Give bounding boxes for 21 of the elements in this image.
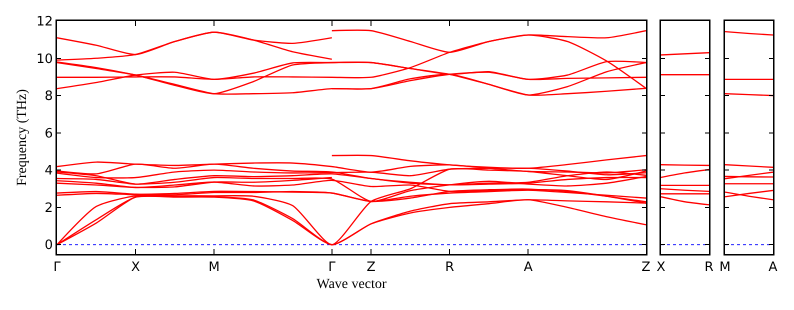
y-axis-title: Frequency (THz) [15,88,30,186]
y-tick-label: 6 [44,126,53,142]
x-tick-label: X [656,260,666,276]
y-tick-label: 4 [44,164,53,179]
x-tick-label: Z [642,260,651,276]
y-tick-label: 0 [44,238,53,254]
x-tick-label: M [208,260,220,276]
x-tick-label: Γ [53,260,62,276]
x-tick-label: Γ [328,260,336,276]
x-tick-label: R [704,260,714,276]
y-tick-label: 2 [44,200,53,216]
x-tick-label: M [719,260,731,276]
y-tick-label: 8 [44,89,53,104]
x-tick-label: X [131,260,140,276]
x-axis-title: Wave vector [316,277,387,292]
y-tick-label: 10 [36,52,53,67]
x-tick-label: Z [366,260,376,276]
x-tick-label: A [524,260,533,276]
x-tick-label: R [445,260,454,276]
x-tick-label: A [768,260,778,276]
y-tick-label: 12 [36,14,53,30]
